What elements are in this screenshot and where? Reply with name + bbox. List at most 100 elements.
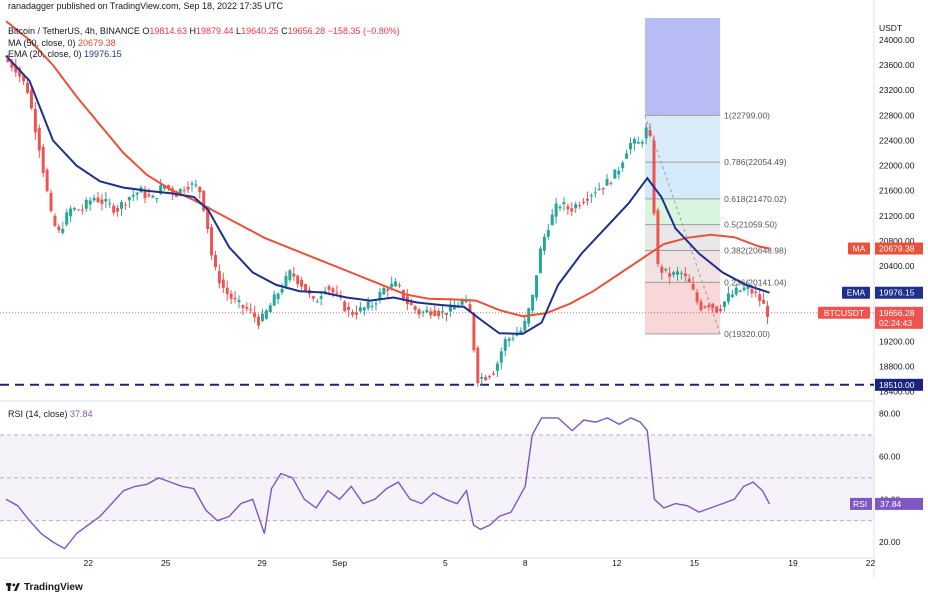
candle-body [601, 187, 605, 190]
ma-legend-row[interactable]: MA (50, close, 0) 20679.38 [8, 38, 116, 48]
candle-body [460, 300, 464, 305]
candle-body [519, 330, 523, 334]
time-tick-label: Sep [332, 558, 347, 568]
candle-body [96, 197, 100, 203]
price-tick-label: 23200.00 [879, 85, 915, 95]
fib-zone-0 [644, 282, 721, 334]
candle-body [593, 192, 597, 194]
ma-legend-label: MA (50, close, 0) [8, 38, 76, 48]
rsi-tick-label: 60.00 [879, 451, 901, 461]
candle-body [503, 339, 507, 351]
candle-body [468, 304, 472, 312]
candle-body [49, 192, 53, 211]
candle-body [22, 75, 26, 82]
candle-body [182, 190, 186, 192]
candle-body [61, 228, 65, 234]
candle-body [268, 305, 272, 313]
candle-body [574, 204, 578, 209]
candle-body [746, 286, 750, 289]
candle-body [566, 206, 570, 210]
ohlc-high: 19879.44 [195, 26, 234, 36]
candle-body [233, 297, 237, 300]
candle-body [613, 169, 617, 179]
candle-body [444, 312, 448, 315]
time-tick-label: 19 [788, 558, 798, 568]
price-axis-unit: USDT [879, 23, 902, 33]
rsi-tick-label: 20.00 [879, 537, 901, 547]
price-tag-ema: EMA 19976.15 [842, 286, 923, 299]
price-tick-label: 21200.00 [879, 211, 915, 221]
candle-body [617, 170, 621, 175]
candle-body [304, 284, 308, 292]
ema-legend-row[interactable]: EMA (20, close, 0) 19976.15 [8, 49, 122, 59]
candle-body [664, 268, 668, 271]
candle-body [679, 272, 683, 274]
tradingview-logo[interactable]: TradingView [6, 582, 83, 593]
fib-zone-0.618 [644, 162, 721, 199]
candle-body [241, 305, 245, 308]
candle-body [33, 109, 37, 133]
candle-body [448, 304, 452, 312]
price-tag-value: 19976.15 [879, 288, 915, 298]
candle-body [257, 316, 261, 326]
candle-body [147, 194, 151, 197]
candle-body [644, 127, 648, 139]
candle-body [202, 190, 206, 211]
candle-body [335, 292, 339, 294]
price-tag-name-box [842, 286, 870, 299]
candle-body [535, 275, 539, 298]
candle-body [237, 300, 241, 303]
candle-body [413, 306, 417, 310]
ema-legend-label: EMA (20, close, 0) [8, 49, 82, 59]
candle-body [80, 209, 84, 211]
candle-body [347, 306, 351, 310]
candle-body [131, 194, 135, 197]
candle-body [10, 61, 14, 68]
candle-body [213, 254, 217, 268]
candle-body [687, 278, 691, 283]
candle-body [417, 309, 421, 315]
tradingview-logo-icon [6, 583, 20, 591]
candle-body [656, 210, 660, 264]
candle-body [206, 206, 210, 229]
candle-body [198, 186, 202, 193]
price-tick-label: 20800.00 [879, 236, 915, 246]
fib-level-label-0.786: 0.786(22054.49) [724, 157, 787, 167]
time-tick-label: 5 [443, 558, 448, 568]
rsi-line [5, 417, 771, 550]
ema-legend-value: 19976.15 [84, 49, 122, 59]
candle-body [398, 285, 401, 287]
candle-body [511, 338, 515, 340]
price-tick-label: 20400.00 [879, 261, 915, 271]
candle-body [722, 301, 726, 307]
candle-body [636, 141, 640, 144]
candle-body [546, 229, 550, 237]
candle-body [292, 273, 296, 277]
candle-body [69, 208, 73, 217]
candle-body [88, 200, 92, 205]
rsi-legend-row[interactable]: RSI (14, close) 37.84 [8, 409, 93, 419]
candle-body [362, 307, 366, 311]
time-tick-label: 22 [866, 558, 876, 568]
candle-body [695, 292, 699, 302]
fib-top-block [644, 18, 721, 116]
fib-level-label-0.618: 0.618(21470.02) [724, 194, 787, 204]
fib-level-label-0: 0(19320.00) [724, 329, 770, 339]
candle-body [18, 68, 22, 77]
candle-body [253, 312, 257, 318]
candle-body [57, 226, 61, 231]
ema20-line [5, 55, 770, 335]
candle-body [390, 283, 394, 288]
candle-body [315, 301, 319, 303]
fib-trend-line [644, 115, 721, 335]
candle-body [45, 169, 49, 192]
candle-body [632, 139, 636, 144]
candle-body [476, 347, 480, 384]
candle-body [143, 191, 147, 198]
candle-body [343, 301, 347, 312]
candle-body [159, 185, 163, 194]
candle-body [123, 204, 127, 206]
candle-body [29, 90, 33, 109]
